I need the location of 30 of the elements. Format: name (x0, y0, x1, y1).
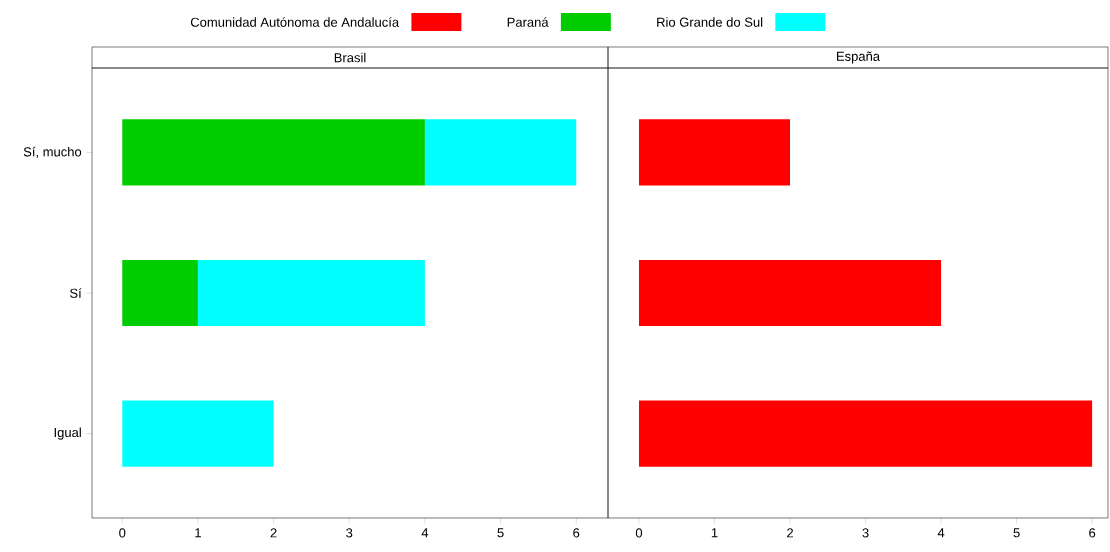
legend-label: Rio Grande do Sul (657, 17, 763, 27)
x-tick-label: 5 (1013, 528, 1020, 538)
x-tick-label: 4 (421, 528, 429, 538)
x-tick-label: 2 (787, 528, 793, 538)
bar (424, 119, 577, 186)
y-tick-label: Igual (54, 427, 81, 440)
bar (638, 259, 942, 327)
bar (197, 259, 425, 327)
y-tick-label: Sí (70, 288, 82, 298)
y-tick-label: Sí, mucho (23, 146, 82, 158)
x-tick-label: 5 (497, 528, 504, 538)
x-tick-label: 1 (195, 528, 201, 538)
x-tick-label: 6 (573, 528, 580, 538)
legend-label: Comunidad Autónoma de Andalucía (190, 17, 400, 27)
legend-label: Paraná (507, 17, 549, 27)
bar (638, 400, 1093, 467)
x-tick-label: 1 (711, 528, 718, 538)
x-tick-label: 6 (1089, 528, 1096, 538)
x-tick-label: 2 (270, 528, 277, 538)
bar (638, 119, 791, 186)
x-tick-label: 4 (937, 528, 945, 538)
bar (122, 259, 198, 327)
x-tick-label: 3 (346, 528, 353, 538)
x-tick-label: 0 (635, 528, 643, 538)
bar (122, 400, 274, 467)
x-tick-label: 0 (119, 528, 126, 538)
chart-title: España (837, 51, 881, 64)
x-tick-label: 3 (862, 528, 869, 538)
bar (122, 119, 425, 186)
chart-title: Brasil (334, 52, 366, 63)
